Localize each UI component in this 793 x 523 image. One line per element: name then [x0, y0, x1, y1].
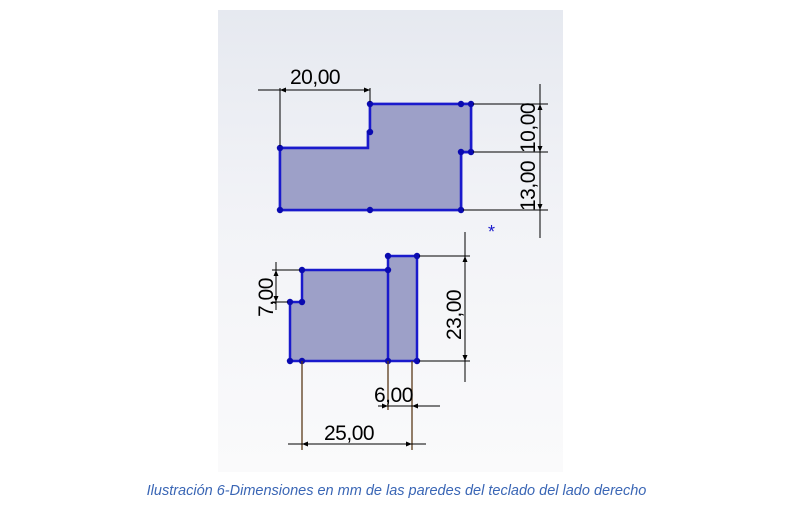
dimension-label-top-right-small: 10,00: [517, 103, 540, 153]
vertex-point: [457, 148, 465, 156]
dimension-bottom-total-width: [288, 441, 426, 447]
sketch-canvas: 20,00 10,00 13,00 *: [255, 66, 548, 450]
dimension-label-bottom-right-height: 23,00: [443, 290, 466, 340]
dimension-label-bottom-left-height: 7,00: [255, 278, 278, 317]
figure-caption: Ilustración 6-Dimensiones en mm de las p…: [146, 483, 647, 499]
vertex-point: [366, 128, 374, 136]
dimension-label-top-right-height: 13,00: [517, 161, 540, 211]
origin-marker: *: [488, 222, 495, 242]
vertex-point: [413, 252, 421, 260]
bottom-vertices: [286, 252, 421, 365]
vertex-point: [286, 357, 294, 365]
vertex-point: [413, 357, 421, 365]
dimension-bottom-small-width: [378, 403, 440, 409]
dimension-top-width: [258, 87, 371, 146]
vertex-point: [276, 144, 284, 152]
top-profile-fill: [278, 102, 473, 212]
vertex-point: [384, 266, 392, 274]
vertex-point: [384, 252, 392, 260]
dimension-top-right: [463, 84, 548, 238]
vertex-point: [457, 206, 465, 214]
vertex-point: [366, 100, 374, 108]
dimension-bottom-right: [419, 232, 470, 382]
vertex-point: [467, 100, 475, 108]
vertex-point: [467, 148, 475, 156]
vertex-point: [298, 298, 306, 306]
vertex-point: [276, 206, 284, 214]
dimension-bottom-left: [272, 262, 300, 310]
top-vertices: [276, 100, 475, 214]
vertex-point: [286, 298, 294, 306]
dimension-label-bottom-small-width: 6,00: [374, 384, 413, 407]
sketch-figure: 20,00 10,00 13,00 *: [218, 10, 563, 472]
vertex-point: [366, 206, 374, 214]
vertex-point: [298, 266, 306, 274]
dimension-label-top-width: 20,00: [290, 66, 340, 89]
vertex-point: [457, 100, 465, 108]
bottom-profile-shape: [288, 254, 419, 363]
dimension-label-bottom-total-width: 25,00: [324, 422, 374, 445]
